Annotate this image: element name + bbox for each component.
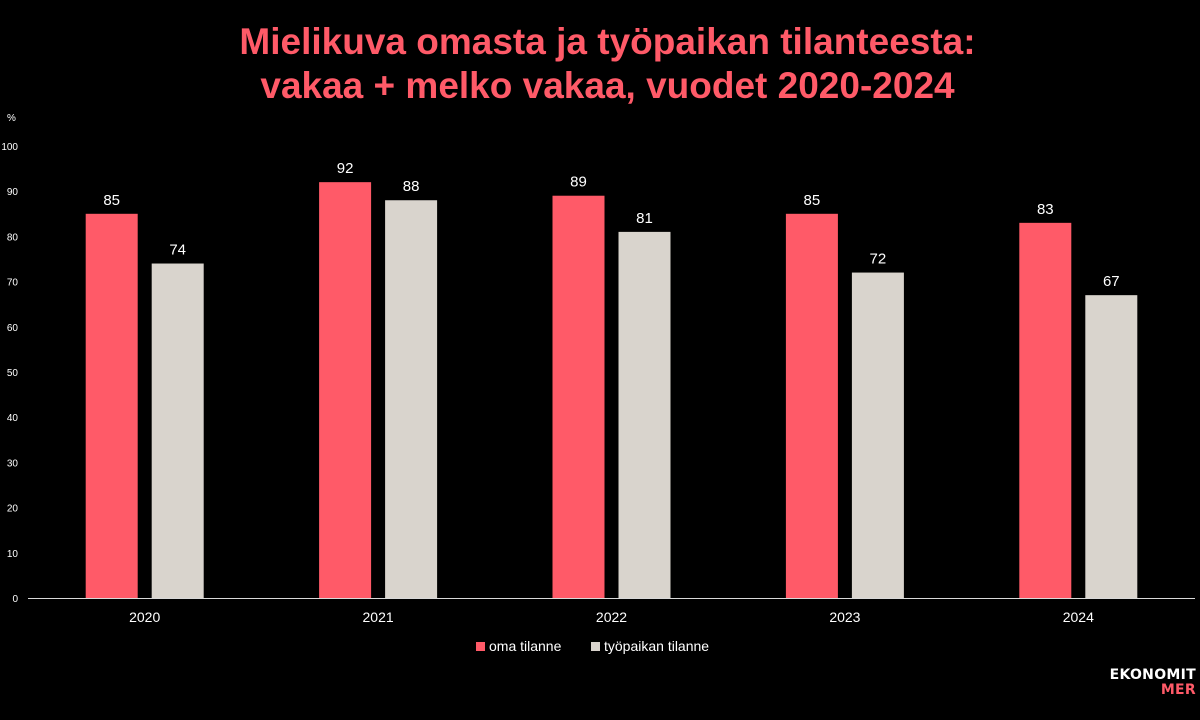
bar-tyopaikan-tilanne bbox=[151, 263, 204, 598]
y-tick-label: 90 bbox=[7, 187, 19, 198]
chart-title: Mielikuva omasta ja työpaikan tilanteest… bbox=[0, 20, 1200, 108]
bar-oma-tilanne bbox=[85, 213, 138, 599]
data-label: 88 bbox=[403, 178, 420, 195]
y-tick-label: 0 bbox=[12, 594, 18, 605]
logo-line-2: MER bbox=[1160, 682, 1196, 698]
y-tick-label: 10 bbox=[7, 549, 19, 560]
x-tick-label: 2020 bbox=[129, 609, 160, 625]
chart-title-line-1: Mielikuva omasta ja työpaikan tilanteest… bbox=[239, 21, 976, 62]
y-tick-label: 60 bbox=[7, 323, 19, 334]
logo-line-1: EKONOMIT bbox=[1109, 667, 1196, 683]
x-tick-label: 2021 bbox=[363, 609, 394, 625]
bar-oma-tilanne bbox=[785, 213, 838, 599]
legend-swatch-tyopaikka bbox=[591, 642, 600, 651]
y-tick-label: 30 bbox=[7, 458, 19, 469]
y-tick-label: 40 bbox=[7, 413, 19, 424]
data-label: 81 bbox=[636, 210, 653, 227]
legend-swatch-oma bbox=[476, 642, 485, 651]
legend-label: oma tilanne bbox=[489, 638, 562, 654]
data-label: 85 bbox=[103, 192, 120, 209]
data-label: 74 bbox=[169, 242, 186, 259]
y-tick-label: 20 bbox=[7, 504, 19, 515]
x-tick-label: 2024 bbox=[1063, 609, 1094, 625]
ekonomit-logo: EKONOMIT MER bbox=[1100, 668, 1200, 698]
legend-label: työpaikan tilanne bbox=[604, 638, 709, 654]
bar-tyopaikan-tilanne bbox=[618, 231, 671, 598]
bar-tyopaikan-tilanne bbox=[1085, 295, 1138, 598]
data-label: 67 bbox=[1103, 273, 1120, 290]
bar-oma-tilanne bbox=[319, 182, 372, 598]
data-label: 89 bbox=[570, 174, 587, 191]
y-tick-label: 70 bbox=[7, 278, 19, 289]
chart-title-line-2: vakaa + melko vakaa, vuodet 2020-2024 bbox=[260, 65, 955, 106]
bar-tyopaikan-tilanne bbox=[385, 200, 438, 599]
y-tick-label: 80 bbox=[7, 232, 19, 243]
y-tick-label: 50 bbox=[7, 368, 19, 379]
bar-oma-tilanne bbox=[552, 195, 605, 598]
data-label: 92 bbox=[337, 160, 354, 177]
x-tick-label: 2023 bbox=[829, 609, 860, 625]
y-axis-unit-label: % bbox=[7, 113, 16, 124]
data-label: 83 bbox=[1037, 201, 1054, 218]
y-tick-label: 100 bbox=[1, 142, 18, 153]
data-label: 85 bbox=[804, 192, 821, 209]
x-tick-label: 2022 bbox=[596, 609, 627, 625]
data-label: 72 bbox=[870, 251, 887, 268]
bar-oma-tilanne bbox=[1019, 222, 1072, 598]
bar-tyopaikan-tilanne bbox=[851, 272, 904, 598]
